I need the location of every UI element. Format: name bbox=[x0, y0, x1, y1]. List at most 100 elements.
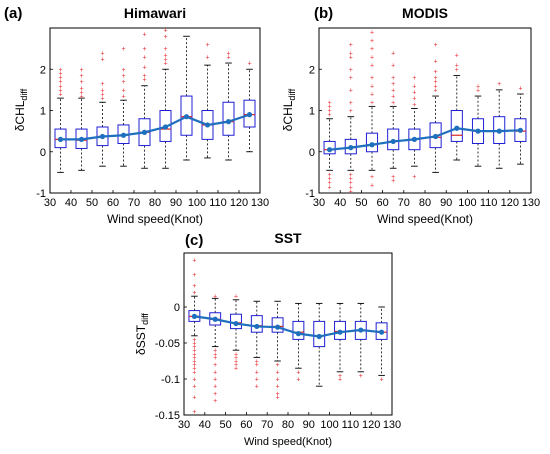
outlier-point: + bbox=[121, 94, 125, 101]
mean-point bbox=[78, 136, 85, 142]
panel-title: SST bbox=[274, 230, 302, 246]
outlier-point: + bbox=[213, 355, 217, 362]
chart-marks: ++++++++++++++++++++++++++++++++++++++++… bbox=[305, 30, 540, 209]
outlier-point: + bbox=[255, 377, 259, 384]
panel-letter: (c) bbox=[185, 232, 203, 249]
outlier-point: + bbox=[276, 384, 280, 391]
outlier-point: + bbox=[391, 75, 395, 82]
outlier-point: + bbox=[434, 69, 438, 76]
y-axis-label-main: δCHL bbox=[281, 100, 295, 131]
outlier-point: + bbox=[205, 54, 209, 61]
outlier-point: + bbox=[412, 89, 416, 96]
x-tick-label: 30 bbox=[313, 197, 325, 209]
outlier-point: + bbox=[213, 294, 217, 301]
outlier-point: + bbox=[391, 178, 395, 185]
box-group: ++++++++++++++++++ bbox=[188, 258, 201, 416]
outlier-point: + bbox=[349, 176, 353, 183]
y-tick-label: -1 bbox=[36, 188, 46, 200]
outlier-point: + bbox=[234, 294, 238, 301]
mean-point bbox=[57, 136, 64, 142]
outlier-point: + bbox=[391, 63, 395, 70]
box bbox=[323, 140, 336, 155]
outlier-point: + bbox=[192, 409, 196, 416]
outlier-point: + bbox=[192, 377, 196, 384]
outlier-point: + bbox=[370, 83, 374, 90]
outlier-point: + bbox=[328, 180, 332, 187]
outlier-point: + bbox=[79, 85, 83, 92]
mean-point bbox=[233, 320, 239, 327]
mean-point bbox=[204, 122, 211, 128]
panel-title: MODIS bbox=[402, 5, 448, 21]
mean-point bbox=[475, 128, 481, 134]
x-tick-label: 60 bbox=[107, 197, 119, 209]
outlier-point: + bbox=[349, 172, 353, 179]
mean-point bbox=[369, 142, 375, 148]
x-tick-label: 30 bbox=[44, 197, 56, 209]
outlier-point: + bbox=[79, 89, 83, 96]
outlier-point: + bbox=[255, 384, 259, 391]
box-group: + bbox=[243, 61, 256, 153]
x-tick-label: 120 bbox=[362, 419, 380, 431]
y-axis-label-subscript: diff bbox=[19, 88, 29, 100]
chart-marks: ++++++++++++++++++++++++++++++++++++++++… bbox=[155, 258, 401, 431]
mean-point bbox=[99, 133, 106, 140]
x-tick-label: 50 bbox=[86, 197, 98, 209]
outlier-point: + bbox=[121, 87, 125, 94]
box-group: +++ bbox=[450, 52, 463, 161]
mean-point bbox=[433, 133, 439, 140]
x-tick-label: 120 bbox=[230, 197, 248, 209]
outlier-point: + bbox=[370, 63, 374, 70]
outlier-point: + bbox=[370, 30, 374, 37]
x-tick-label: 110 bbox=[209, 197, 227, 209]
outlier-point: + bbox=[349, 50, 353, 57]
x-tick-label: 120 bbox=[501, 197, 519, 209]
outlier-point: + bbox=[276, 377, 280, 384]
outlier-point: + bbox=[349, 188, 353, 195]
outlier-point: + bbox=[328, 104, 332, 111]
outlier-point: + bbox=[192, 395, 196, 402]
x-tick-label: 70 bbox=[128, 197, 140, 209]
outlier-point: + bbox=[226, 50, 230, 57]
outlier-point: + bbox=[100, 96, 104, 103]
x-tick-label: 40 bbox=[65, 197, 77, 209]
x-tick-label: 70 bbox=[398, 197, 410, 209]
outlier-point: + bbox=[455, 63, 459, 70]
outlier-point: + bbox=[163, 52, 167, 59]
mean-point bbox=[212, 316, 218, 322]
outlier-point: + bbox=[121, 79, 125, 86]
outlier-point: + bbox=[412, 174, 416, 181]
y-axis-label-main: δSST bbox=[134, 324, 148, 355]
x-tick-label: 30 bbox=[178, 419, 190, 431]
outlier-point: + bbox=[213, 384, 217, 391]
x-tick-label: 90 bbox=[170, 197, 182, 209]
outlier-point: + bbox=[192, 355, 196, 362]
outlier-point: + bbox=[192, 366, 196, 373]
outlier-point: + bbox=[226, 54, 230, 61]
box bbox=[334, 320, 346, 340]
x-tick-label: 100 bbox=[188, 197, 206, 209]
outlier-point: + bbox=[100, 92, 104, 99]
x-axis-label: Wind speed(Knot) bbox=[244, 436, 332, 448]
outlier-point: + bbox=[213, 348, 217, 355]
outlier-point: + bbox=[328, 184, 332, 191]
outlier-point: + bbox=[328, 100, 332, 107]
outlier-point: + bbox=[276, 362, 280, 369]
outlier-point: + bbox=[434, 42, 438, 49]
outlier-point: + bbox=[142, 32, 146, 39]
outlier-point: + bbox=[276, 391, 280, 398]
outlier-point: + bbox=[79, 79, 83, 86]
outlier-point: + bbox=[328, 112, 332, 119]
outlier-point: + bbox=[58, 92, 62, 99]
outlier-point: + bbox=[255, 369, 259, 376]
panel-title: Himawari bbox=[124, 5, 186, 21]
y-tick-label: 1 bbox=[309, 106, 315, 118]
mean-point bbox=[316, 333, 322, 340]
outlier-point: + bbox=[247, 61, 251, 68]
outlier-point: + bbox=[476, 83, 480, 90]
outlier-point: + bbox=[192, 384, 196, 391]
mean-line bbox=[194, 315, 382, 338]
outlier-point: + bbox=[276, 369, 280, 376]
x-tick-label: 60 bbox=[240, 419, 252, 431]
outlier-point: + bbox=[163, 61, 167, 68]
outlier-point: + bbox=[142, 46, 146, 53]
